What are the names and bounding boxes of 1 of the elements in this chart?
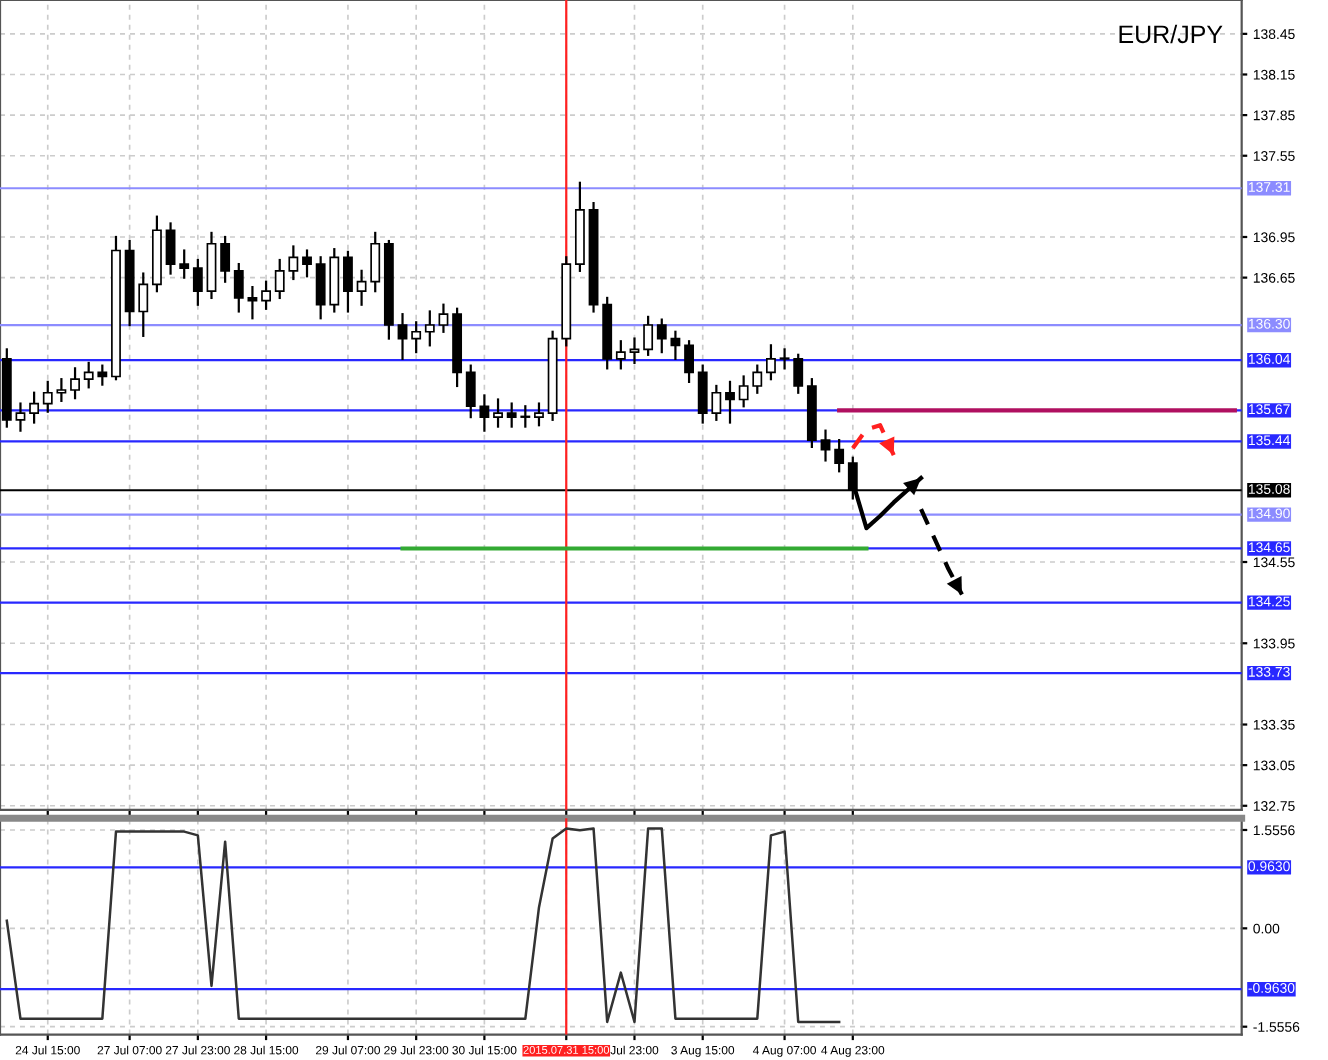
text: EUR/JPY [1119,24,1223,44]
